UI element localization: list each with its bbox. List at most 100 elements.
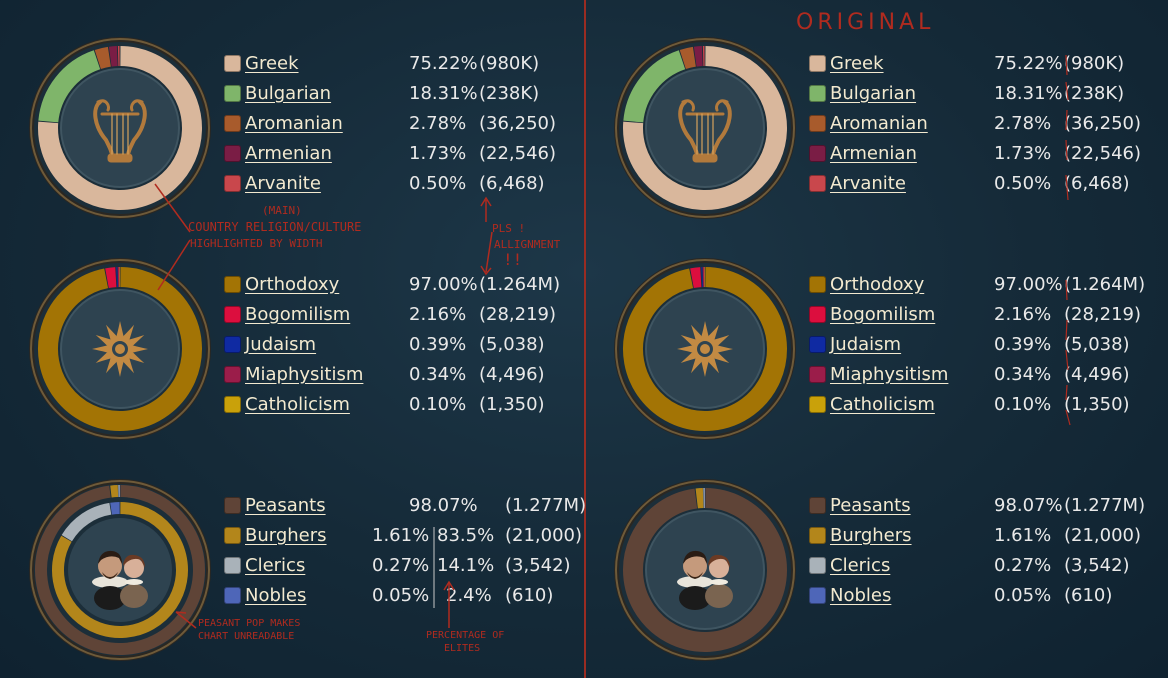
estates-name-link[interactable]: Burghers xyxy=(245,525,327,546)
culture-name-link[interactable]: Armenian xyxy=(245,143,332,164)
religion-name-link[interactable]: Catholicism xyxy=(245,394,350,415)
estates-ring-chart-left[interactable] xyxy=(28,478,212,662)
left-culture-segment-armenian[interactable] xyxy=(108,46,118,67)
culture-ring-chart-right[interactable] xyxy=(613,36,797,220)
right-estates-legend-clerics: Clerics 0.27% (3,542) xyxy=(809,553,1168,579)
left-estates-legend-peasants: Peasants 98.07% (1.277M) xyxy=(224,493,594,519)
culture-name-link[interactable]: Bulgarian xyxy=(830,83,917,104)
left-culture-legend-arvanite: Arvanite 0.50% (6,468) xyxy=(224,171,594,197)
culture-name-link[interactable]: Armenian xyxy=(830,143,917,164)
color-swatch xyxy=(809,587,826,604)
left-estates-elite-segment-clerics[interactable] xyxy=(61,502,112,542)
estates-name-link[interactable]: Nobles xyxy=(245,585,307,606)
right-culture-segment-armenian[interactable] xyxy=(693,46,703,67)
share-percent: 98.07% xyxy=(409,495,478,516)
color-swatch xyxy=(224,336,241,353)
elite-percent: 83.5% xyxy=(437,525,495,546)
religion-name-link[interactable]: Bogomilism xyxy=(830,304,936,325)
count-value: (22,546) xyxy=(1064,143,1142,164)
color-swatch xyxy=(224,115,241,132)
right-culture-legend-armenian: Armenian 1.73% (22,546) xyxy=(809,141,1168,167)
estates-name-link[interactable]: Peasants xyxy=(245,495,326,516)
culture-name-link[interactable]: Greek xyxy=(245,53,299,74)
left-culture-center-disc xyxy=(61,69,179,187)
right-culture-segment-bulgarian[interactable] xyxy=(623,50,686,123)
share-percent: 0.10% xyxy=(994,394,1052,415)
left-culture-segment-greek[interactable] xyxy=(38,46,202,210)
note-elites-2: ELITES xyxy=(444,643,481,654)
color-swatch xyxy=(809,276,826,293)
culture-name-link[interactable]: Bulgarian xyxy=(245,83,332,104)
religion-name-link[interactable]: Miaphysitism xyxy=(830,364,949,385)
right-culture-segment-aromanian[interactable] xyxy=(679,46,697,70)
religion-name-link[interactable]: Miaphysitism xyxy=(245,364,364,385)
culture-name-link[interactable]: Aromanian xyxy=(830,113,928,134)
color-swatch xyxy=(224,557,241,574)
count-value: (1,350) xyxy=(479,394,545,415)
right-estates-couple-portrait-icon xyxy=(677,550,733,610)
note-peasant-1: PEASANT POP MAKES xyxy=(198,618,301,629)
count-value: (610) xyxy=(505,585,554,606)
left-religion-rim-gold xyxy=(30,259,210,439)
right-religion-center-border xyxy=(645,289,765,409)
estates-name-link[interactable]: Peasants xyxy=(830,495,911,516)
culture-name-link[interactable]: Arvanite xyxy=(245,173,321,194)
estates-name-link[interactable]: Nobles xyxy=(830,585,892,606)
religion-name-link[interactable]: Orthodoxy xyxy=(245,274,340,295)
right-estates-rim-gold xyxy=(615,480,795,660)
elite-percent: 14.1% xyxy=(437,555,495,576)
left-estates-outer-segment-peasants[interactable] xyxy=(35,485,205,655)
culture-name-link[interactable]: Aromanian xyxy=(245,113,343,134)
estates-ring-chart-right[interactable] xyxy=(613,478,797,662)
culture-name-link[interactable]: Greek xyxy=(830,53,884,74)
share-percent: 0.34% xyxy=(994,364,1052,385)
estates-name-link[interactable]: Clerics xyxy=(245,555,306,576)
religion-name-link[interactable]: Judaism xyxy=(830,334,902,355)
left-religion-legend-miaphysitism: Miaphysitism 0.34% (4,496) xyxy=(224,362,594,388)
right-estates-legend-peasants: Peasants 98.07% (1.277M) xyxy=(809,493,1168,519)
religion-ring-chart-right[interactable] xyxy=(613,257,797,441)
left-culture-rim-gold xyxy=(30,38,210,218)
color-swatch xyxy=(809,396,826,413)
right-religion-segment-bogomilism[interactable] xyxy=(690,267,702,289)
left-religion-segment-orthodoxy[interactable] xyxy=(38,267,202,431)
count-value: (238K) xyxy=(1064,83,1125,104)
left-estates-rim-gold xyxy=(30,480,210,660)
right-culture-lyre-icon xyxy=(678,99,732,163)
count-value: (610) xyxy=(1064,585,1113,606)
count-value: (1.277M) xyxy=(1064,495,1146,516)
religion-name-link[interactable]: Judaism xyxy=(245,334,317,355)
religion-ring-chart-left[interactable] xyxy=(28,257,212,441)
estates-name-link[interactable]: Burghers xyxy=(830,525,912,546)
left-estates-elite-segment-nobles[interactable] xyxy=(110,502,120,515)
count-value: (4,496) xyxy=(1064,364,1130,385)
note-pls: PLS ! xyxy=(492,222,526,235)
right-religion-legend-catholicism: Catholicism 0.10% (1,350) xyxy=(809,392,1168,418)
color-swatch xyxy=(809,85,826,102)
color-swatch xyxy=(224,175,241,192)
count-value: (980K) xyxy=(479,53,540,74)
left-culture-segment-bulgarian[interactable] xyxy=(38,50,101,123)
religion-name-link[interactable]: Bogomilism xyxy=(245,304,351,325)
count-value: (3,542) xyxy=(505,555,571,576)
right-religion-segment-orthodoxy[interactable] xyxy=(623,267,787,431)
left-culture-segment-aromanian[interactable] xyxy=(94,46,112,70)
color-swatch xyxy=(809,497,826,514)
religion-name-link[interactable]: Catholicism xyxy=(830,394,935,415)
left-estates-elite-segment-burghers[interactable] xyxy=(52,502,188,638)
right-estates-segment-peasants[interactable] xyxy=(623,488,787,652)
culture-ring-chart-left[interactable] xyxy=(28,36,212,220)
right-culture-center-disc xyxy=(646,69,764,187)
share-percent: 2.16% xyxy=(994,304,1052,325)
left-religion-segment-bogomilism[interactable] xyxy=(105,267,117,289)
religion-name-link[interactable]: Orthodoxy xyxy=(830,274,925,295)
count-value: (1.264M) xyxy=(479,274,561,295)
share-percent: 97.00% xyxy=(409,274,478,295)
color-swatch xyxy=(224,85,241,102)
share-percent: 2.16% xyxy=(409,304,467,325)
culture-name-link[interactable]: Arvanite xyxy=(830,173,906,194)
note-exclaim: !! xyxy=(503,250,523,269)
estates-name-link[interactable]: Clerics xyxy=(830,555,891,576)
right-culture-segment-greek[interactable] xyxy=(623,46,787,210)
share-percent: 0.05% xyxy=(994,585,1052,606)
